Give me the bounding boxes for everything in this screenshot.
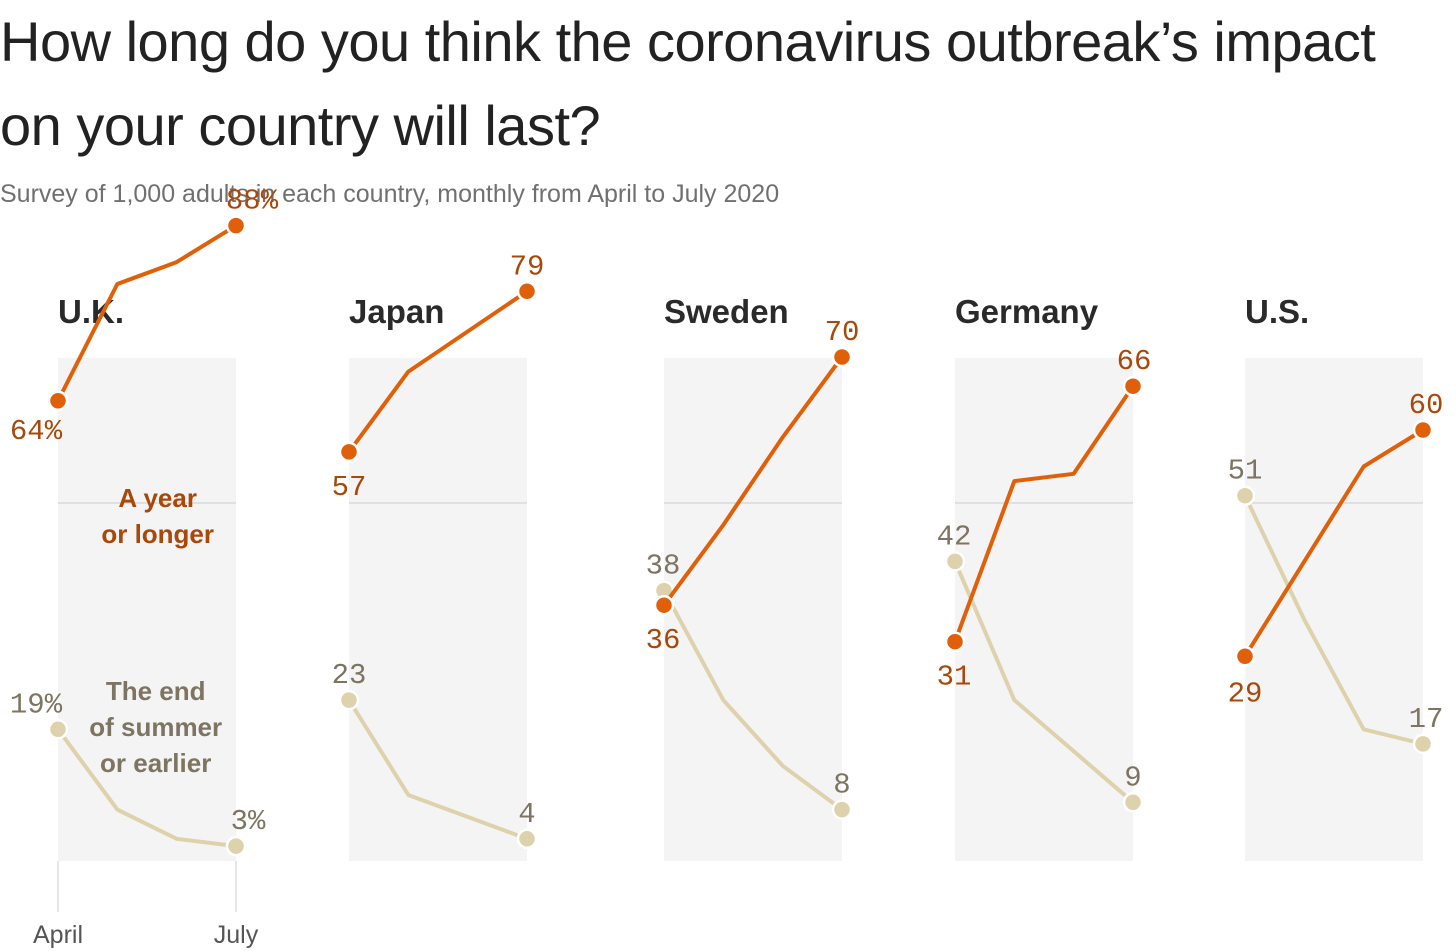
series-line-year-or-longer [662,355,844,608]
point-year-or-longer-april [338,441,360,463]
data-label-year-or-longer-july: 66 [1117,345,1152,378]
series-line-end-of-summer [953,559,1135,805]
data-label-end-of-summer-april: 19% [10,688,63,721]
series-line-year-or-longer [1243,428,1425,659]
panel-background [1245,358,1423,861]
point-end-of-summer-july [1122,792,1144,813]
panel-title: U.K. [58,293,124,330]
point-year-or-longer-april [944,631,966,652]
point-year-or-longer-july [516,281,538,302]
point-year-or-longer-july [831,346,853,368]
series-line-end-of-summer [56,727,238,849]
data-label-end-of-summer-july: 17 [1409,703,1444,736]
point-end-of-summer-july [831,799,853,820]
point-year-or-longer-july [225,215,247,236]
data-label-end-of-summer-april: 23 [332,659,367,692]
data-label-end-of-summer-april: 38 [646,550,681,583]
panel-title: U.S. [1245,293,1309,330]
series-line-year-or-longer [347,289,529,454]
series-line-year-or-longer [56,223,238,403]
series-label-year-or-longer: A year [118,483,197,513]
data-label-year-or-longer-july: 79 [510,250,545,283]
series-line-end-of-summer [662,588,844,812]
series-label-end-of-summer: of summer [89,712,222,742]
point-end-of-summer-july [1412,733,1434,755]
series-line-end-of-summer [347,698,529,841]
panel-background [955,358,1133,861]
data-label-year-or-longer-july: 60 [1409,389,1444,422]
chart-title: How long do you think the coronavirus ou… [0,10,1376,157]
panel-title: Sweden [664,293,789,330]
point-year-or-longer-april [1234,646,1256,667]
data-label-year-or-longer-april: 31 [937,661,972,694]
panel-background [349,358,527,861]
data-label-year-or-longer-april: 64% [10,415,63,448]
panel-background [58,358,236,861]
data-label-year-or-longer-july: 70 [825,316,860,349]
point-year-or-longer-april [653,594,675,616]
point-end-of-summer-april [47,719,69,740]
data-label-year-or-longer-july: 88% [226,185,279,218]
series-label-year-or-longer: or longer [101,519,214,549]
point-year-or-longer-july [1412,419,1434,441]
data-label-year-or-longer-april: 36 [646,624,681,657]
panel-background [664,358,842,861]
data-label-end-of-summer-april: 51 [1228,455,1263,488]
data-label-end-of-summer-july: 4 [518,798,535,831]
series-line-year-or-longer [953,384,1135,644]
data-label-year-or-longer-april: 29 [1228,677,1263,710]
point-end-of-summer-april [944,551,966,572]
data-label-end-of-summer-july: 8 [833,769,850,802]
data-label-end-of-summer-july: 3% [231,805,266,838]
point-end-of-summer-april [338,689,360,711]
panel-title: Germany [955,293,1099,330]
data-label-end-of-summer-july: 9 [1124,761,1141,794]
data-label-year-or-longer-april: 57 [332,471,367,504]
panel-title: Japan [349,293,444,330]
x-axis-label-april: April [33,921,83,949]
series-label-end-of-summer: or earlier [100,748,211,778]
series-label-end-of-summer: The end [106,676,206,706]
x-axis-label-july: July [214,921,259,949]
chart-subtitle: Survey of 1,000 adults in each country, … [0,180,780,208]
data-label-end-of-summer-april: 42 [937,520,972,553]
point-end-of-summer-july [225,835,247,857]
point-year-or-longer-july [1122,375,1144,397]
point-end-of-summer-april [1234,485,1256,506]
point-end-of-summer-july [516,828,538,850]
point-year-or-longer-april [47,390,69,412]
series-line-end-of-summer [1243,493,1425,746]
